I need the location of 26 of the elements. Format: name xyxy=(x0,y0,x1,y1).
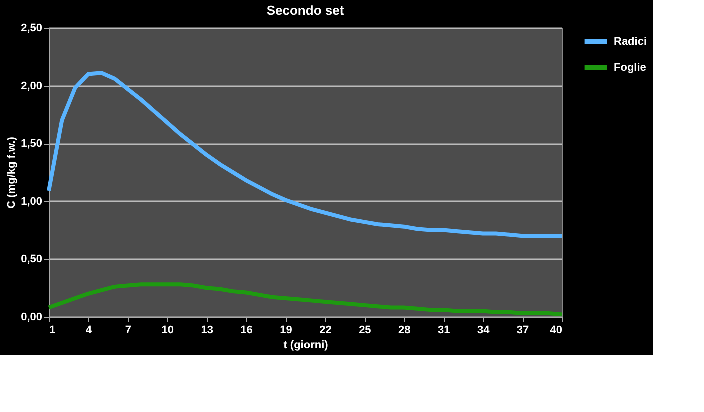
y-tick-label: 1,00 xyxy=(21,196,42,208)
x-tick-label: 10 xyxy=(162,324,174,336)
y-tick-label: 2,00 xyxy=(21,80,42,92)
x-tick-label: 4 xyxy=(86,324,93,336)
y-tick-label: 0,00 xyxy=(21,312,42,324)
legend-label: Radici xyxy=(614,36,648,48)
x-tick-label: 22 xyxy=(320,324,332,336)
y-tick-label: 1,50 xyxy=(21,138,42,150)
y-tick-label: 0,50 xyxy=(21,254,42,266)
x-tick-label: 7 xyxy=(125,324,132,336)
line-series xyxy=(47,71,564,238)
x-tick-label: 1 xyxy=(50,324,56,336)
x-tick-label: 34 xyxy=(477,324,491,336)
x-tick-label: 25 xyxy=(359,324,372,336)
x-tick-label: 31 xyxy=(438,324,450,336)
y-tick-label: 2,50 xyxy=(21,22,42,34)
legend-label: Foglie xyxy=(614,62,646,74)
x-tick-label: 13 xyxy=(201,324,214,336)
x-tick-label: 16 xyxy=(240,324,253,336)
x-tick-label: 19 xyxy=(280,324,292,336)
y-axis-title: C (mg/kg f.w.) xyxy=(6,136,18,209)
x-tick-label: 28 xyxy=(398,324,411,336)
x-tick-label: 37 xyxy=(516,324,530,336)
chart-title: Secondo set xyxy=(266,3,345,18)
x-tick-label: 40 xyxy=(550,324,562,336)
x-axis-title: t (giorni) xyxy=(284,340,329,352)
